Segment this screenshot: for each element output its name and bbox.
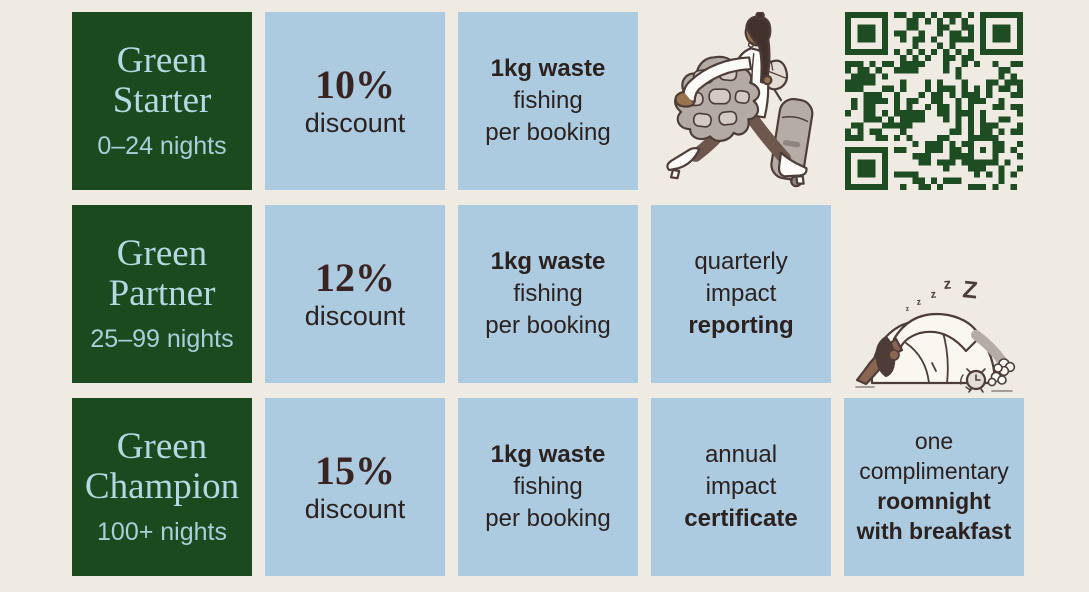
tier-name-line1: Green — [116, 426, 208, 468]
benefit-line: quarterly — [694, 248, 788, 276]
benefit-impact-certificate: annual impact certificate — [651, 398, 831, 576]
svg-text:Z: Z — [961, 276, 978, 304]
benefit-line: one — [914, 428, 954, 455]
svg-text:z: z — [916, 296, 922, 307]
tier-nights-range: 25–99 nights — [90, 324, 234, 353]
tier-name: Green Partner — [109, 234, 216, 313]
discount-label: discount — [304, 107, 406, 138]
tier-name-line1: Green — [116, 233, 208, 275]
svg-text:z: z — [905, 305, 910, 313]
benefit-line: per booking — [485, 118, 611, 146]
benefit-line: 1kg waste — [490, 248, 606, 276]
benefit-line: annual — [704, 441, 778, 469]
benefit-impact-reporting: quarterly impact reporting — [651, 205, 831, 383]
benefit-line: reporting — [688, 311, 794, 339]
sleeping-person-illustration: z z z z Z — [844, 205, 1024, 397]
benefit-line: complimentary — [859, 458, 1009, 485]
benefit-complimentary-roomnight: one complimentary roomnight with breakfa… — [844, 398, 1024, 576]
benefits-grid: Green Starter 0–24 nights 10% discount 1… — [72, 12, 1024, 576]
svg-text:z: z — [943, 276, 952, 293]
benefit-waste-fishing-starter: 1kg waste fishing per booking — [458, 12, 638, 190]
benefit-line: fishing — [513, 280, 583, 308]
benefit-line: impact — [705, 280, 777, 308]
benefit-discount-starter: 10% discount — [265, 12, 445, 190]
discount-value: 10% — [315, 61, 395, 107]
discount-label: discount — [304, 493, 406, 524]
benefit-line: 1kg waste — [490, 55, 606, 83]
benefit-waste-fishing-partner: 1kg waste fishing per booking — [458, 205, 638, 383]
qr-code — [844, 12, 1024, 190]
tier-card-green-champion: Green Champion 100+ nights — [72, 398, 252, 576]
woman-carrying-waste-net-icon — [666, 12, 814, 188]
svg-text:z: z — [930, 288, 937, 301]
benefit-line: fishing — [513, 473, 583, 501]
tier-card-green-starter: Green Starter 0–24 nights — [72, 12, 252, 190]
benefit-line: certificate — [684, 504, 798, 532]
tier-name-line1: Green — [116, 40, 208, 82]
tier-name: Green Champion — [85, 427, 239, 506]
benefit-discount-champion: 15% discount — [265, 398, 445, 576]
tier-name: Green Starter — [113, 41, 212, 120]
discount-value: 15% — [315, 447, 395, 493]
benefit-line: 1kg waste — [490, 441, 606, 469]
tier-name-line2: Champion — [84, 466, 240, 507]
discount-value: 12% — [315, 254, 395, 300]
tier-nights-range: 0–24 nights — [97, 131, 227, 160]
person-sleeping-on-bed-icon: z z z z Z — [855, 276, 1016, 393]
discount-label: discount — [304, 300, 406, 331]
benefit-line: per booking — [485, 504, 611, 532]
tier-card-green-partner: Green Partner 25–99 nights — [72, 205, 252, 383]
benefit-line: with breakfast — [856, 517, 1012, 544]
tier-name-line2: Starter — [112, 80, 212, 121]
traveler-illustration — [651, 12, 831, 190]
tier-nights-range: 100+ nights — [97, 517, 227, 546]
benefit-line: impact — [705, 473, 777, 501]
benefit-line: roomnight — [877, 488, 991, 514]
benefit-waste-fishing-champion: 1kg waste fishing per booking — [458, 398, 638, 576]
benefit-line: fishing — [513, 87, 583, 115]
qr-code-icon — [845, 12, 1023, 190]
benefit-discount-partner: 12% discount — [265, 205, 445, 383]
tier-name-line2: Partner — [108, 273, 216, 314]
benefit-line: per booking — [485, 311, 611, 339]
